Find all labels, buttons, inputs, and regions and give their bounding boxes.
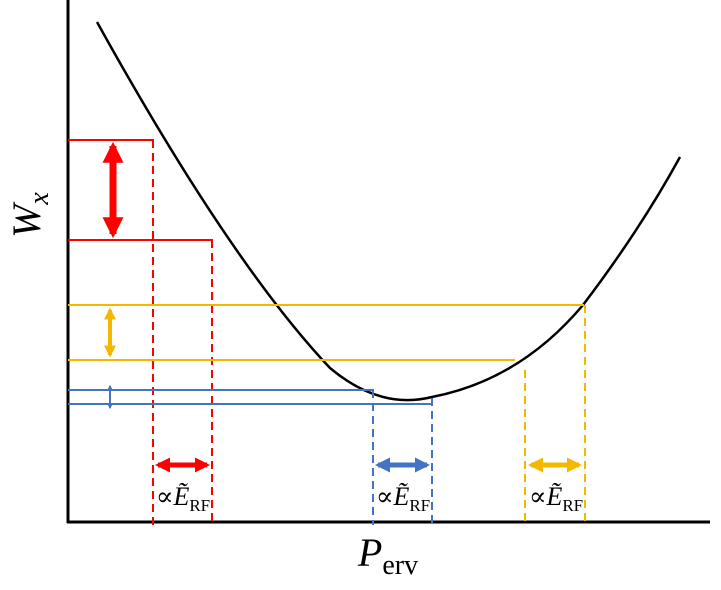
- prefix: ∝: [156, 482, 174, 511]
- red-group: [68, 139, 213, 525]
- annotation: ∝ẼRF: [156, 482, 210, 515]
- symbol: Ẽ: [172, 482, 189, 511]
- annotation: ∝ẼRF: [376, 482, 430, 515]
- subscript: RF: [189, 496, 210, 515]
- label-main: W: [4, 201, 49, 238]
- symbol: Ẽ: [392, 482, 409, 511]
- symbol: Ẽ: [545, 482, 562, 511]
- label-sub: erv: [382, 550, 418, 581]
- prefix: ∝: [529, 482, 547, 511]
- annotation: ∝ẼRF: [529, 482, 583, 515]
- yellow-group: [68, 304, 586, 525]
- curve: [95, 21, 682, 402]
- subscript: RF: [409, 496, 430, 515]
- blue-group: [68, 384, 433, 525]
- prefix: ∝: [376, 482, 394, 511]
- axes: [66, 0, 710, 524]
- label-main: P: [357, 530, 382, 575]
- x-axis-label: Perv: [357, 530, 418, 581]
- subscript: RF: [562, 496, 583, 515]
- y-axis-label: Wx: [4, 192, 55, 238]
- label-sub: x: [24, 192, 55, 206]
